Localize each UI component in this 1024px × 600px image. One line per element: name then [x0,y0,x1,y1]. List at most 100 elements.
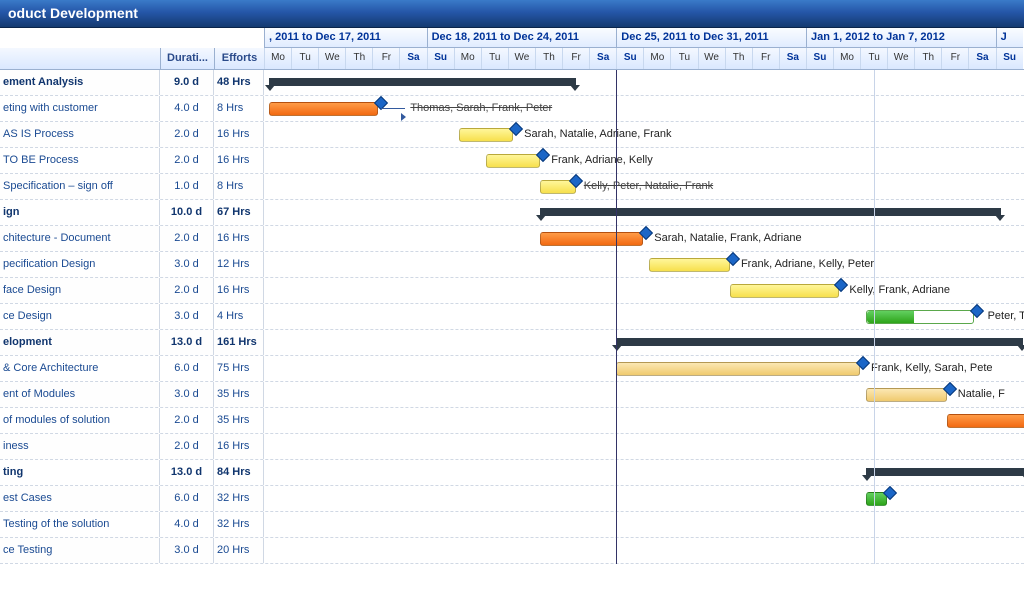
gantt-cell[interactable] [264,460,1024,486]
phase-row[interactable]: elopment13.0 d161 Hrs [0,330,1024,356]
gantt-cell[interactable] [264,486,1024,512]
task-name[interactable]: est Cases [0,486,160,511]
task-row[interactable]: eting with customer4.0 d8 Hrs [0,96,1024,122]
task-duration: 10.0 d [160,200,214,225]
gantt-cell[interactable] [264,252,1024,278]
task-row[interactable]: est Cases6.0 d32 Hrs [0,486,1024,512]
day-header[interactable]: Mo [833,48,860,69]
gantt-cell[interactable] [264,200,1024,226]
task-row[interactable]: Specification – sign off1.0 d8 Hrs [0,174,1024,200]
task-name[interactable]: ement Analysis [0,70,160,95]
gantt-cell[interactable] [264,226,1024,252]
day-header[interactable]: Tu [481,48,508,69]
day-header[interactable]: We [318,48,345,69]
col-task[interactable] [0,48,160,69]
task-name[interactable]: ting [0,460,160,485]
task-name[interactable]: & Core Architecture [0,356,160,381]
task-name[interactable]: of modules of solution [0,408,160,433]
day-header[interactable]: Tu [291,48,318,69]
day-header[interactable]: Fr [372,48,399,69]
day-header[interactable]: Fr [752,48,779,69]
day-header[interactable]: Fr [562,48,589,69]
task-name[interactable]: ent of Modules [0,382,160,407]
task-row[interactable]: chitecture - Document2.0 d16 Hrs [0,226,1024,252]
gantt-cell[interactable] [264,512,1024,538]
week-header[interactable]: Jan 1, 2012 to Jan 7, 2012 [806,28,996,48]
day-header[interactable]: Th [725,48,752,69]
day-header[interactable]: Th [345,48,372,69]
gantt-cell[interactable] [264,304,1024,330]
task-name[interactable]: Specification – sign off [0,174,160,199]
phase-row[interactable]: ign10.0 d67 Hrs [0,200,1024,226]
task-effort: 16 Hrs [214,122,264,147]
gantt-cell[interactable] [264,434,1024,460]
task-duration: 13.0 d [160,460,214,485]
task-name[interactable]: pecification Design [0,252,160,277]
task-duration: 2.0 d [160,226,214,251]
day-header[interactable]: Mo [264,48,291,69]
task-row[interactable]: TO BE Process2.0 d16 Hrs [0,148,1024,174]
day-header[interactable]: Mo [643,48,670,69]
day-header[interactable]: Sa [779,48,806,69]
task-row[interactable]: pecification Design3.0 d12 Hrs [0,252,1024,278]
col-efforts[interactable]: Efforts [214,48,264,69]
day-header[interactable]: Su [616,48,643,69]
task-row[interactable]: Testing of the solution4.0 d32 Hrs [0,512,1024,538]
task-row[interactable]: face Design2.0 d16 Hrs [0,278,1024,304]
week-header[interactable]: , 2011 to Dec 17, 2011 [264,28,427,48]
day-header[interactable]: We [887,48,914,69]
task-effort: 32 Hrs [214,512,264,537]
task-name[interactable]: Testing of the solution [0,512,160,537]
gantt-cell[interactable] [264,70,1024,96]
day-header[interactable]: Su [996,48,1023,69]
task-name[interactable]: TO BE Process [0,148,160,173]
day-header[interactable]: Su [427,48,454,69]
task-row[interactable]: of modules of solution2.0 d35 Hrs [0,408,1024,434]
day-header[interactable]: Th [914,48,941,69]
day-headers: MoTuWeThFrSaSuMoTuWeThFrSaSuMoTuWeThFrSa… [264,48,1023,69]
gantt-cell[interactable] [264,408,1024,434]
task-name[interactable]: ce Design [0,304,160,329]
task-name[interactable]: ce Testing [0,538,160,563]
gantt-cell[interactable] [264,148,1024,174]
task-row[interactable]: ce Testing3.0 d20 Hrs [0,538,1024,564]
gantt-cell[interactable] [264,278,1024,304]
task-row[interactable]: iness2.0 d16 Hrs [0,434,1024,460]
day-header[interactable]: Sa [399,48,426,69]
task-row[interactable]: & Core Architecture6.0 d75 Hrs [0,356,1024,382]
day-header[interactable]: Th [535,48,562,69]
task-name[interactable]: iness [0,434,160,459]
gantt-cell[interactable] [264,122,1024,148]
week-header[interactable]: Dec 25, 2011 to Dec 31, 2011 [616,28,806,48]
col-duration[interactable]: Durati... [160,48,214,69]
day-header[interactable]: Tu [860,48,887,69]
week-header[interactable]: Dec 18, 2011 to Dec 24, 2011 [427,28,617,48]
day-header[interactable]: Sa [968,48,995,69]
gantt-cell[interactable] [264,96,1024,122]
task-name[interactable]: face Design [0,278,160,303]
task-name[interactable]: eting with customer [0,96,160,121]
day-header[interactable]: We [698,48,725,69]
task-row[interactable]: AS IS Process2.0 d16 Hrs [0,122,1024,148]
day-header[interactable]: Su [806,48,833,69]
task-duration: 9.0 d [160,70,214,95]
day-header[interactable]: Fr [941,48,968,69]
gantt-cell[interactable] [264,538,1024,564]
gantt-cell[interactable] [264,356,1024,382]
task-name[interactable]: ign [0,200,160,225]
day-header[interactable]: We [508,48,535,69]
day-header[interactable]: Mo [454,48,481,69]
phase-row[interactable]: ement Analysis9.0 d48 Hrs [0,70,1024,96]
day-header[interactable]: Tu [670,48,697,69]
task-name[interactable]: AS IS Process [0,122,160,147]
week-header[interactable]: J [996,28,1023,48]
phase-row[interactable]: ting13.0 d84 Hrs [0,460,1024,486]
task-name[interactable]: elopment [0,330,160,355]
gantt-cell[interactable] [264,382,1024,408]
task-row[interactable]: ce Design3.0 d4 Hrs [0,304,1024,330]
day-header[interactable]: Sa [589,48,616,69]
task-name[interactable]: chitecture - Document [0,226,160,251]
task-row[interactable]: ent of Modules3.0 d35 Hrs [0,382,1024,408]
gantt-cell[interactable] [264,174,1024,200]
gantt-cell[interactable] [264,330,1024,356]
